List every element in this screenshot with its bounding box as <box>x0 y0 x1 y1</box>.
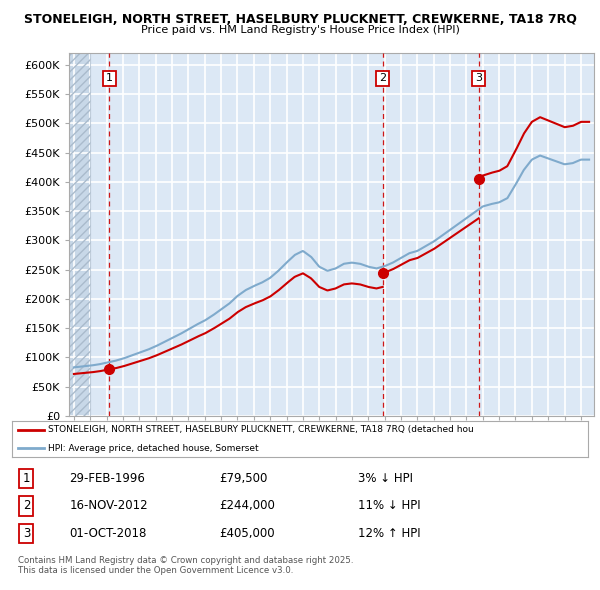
Text: £405,000: £405,000 <box>220 527 275 540</box>
Text: Price paid vs. HM Land Registry's House Price Index (HPI): Price paid vs. HM Land Registry's House … <box>140 25 460 35</box>
Bar <box>69 53 90 416</box>
Text: STONELEIGH, NORTH STREET, HASELBURY PLUCKNETT, CREWKERNE, TA18 7RQ (detached hou: STONELEIGH, NORTH STREET, HASELBURY PLUC… <box>48 425 473 434</box>
Text: 3: 3 <box>23 527 30 540</box>
Text: 2: 2 <box>379 74 386 84</box>
Text: 29-FEB-1996: 29-FEB-1996 <box>70 472 145 485</box>
Text: STONELEIGH, NORTH STREET, HASELBURY PLUCKNETT, CREWKERNE, TA18 7RQ: STONELEIGH, NORTH STREET, HASELBURY PLUC… <box>23 13 577 26</box>
Text: 01-OCT-2018: 01-OCT-2018 <box>70 527 147 540</box>
Text: 16-NOV-2012: 16-NOV-2012 <box>70 499 148 513</box>
Text: Contains HM Land Registry data © Crown copyright and database right 2025.
This d: Contains HM Land Registry data © Crown c… <box>18 556 353 575</box>
Text: 3: 3 <box>475 74 482 84</box>
Text: 12% ↑ HPI: 12% ↑ HPI <box>358 527 420 540</box>
Bar <box>69 53 90 416</box>
Text: £244,000: £244,000 <box>220 499 275 513</box>
Text: £79,500: £79,500 <box>220 472 268 485</box>
Text: 1: 1 <box>106 74 113 84</box>
Text: 3% ↓ HPI: 3% ↓ HPI <box>358 472 413 485</box>
Text: 2: 2 <box>23 499 30 513</box>
Text: 11% ↓ HPI: 11% ↓ HPI <box>358 499 420 513</box>
Text: 1: 1 <box>23 472 30 485</box>
Text: HPI: Average price, detached house, Somerset: HPI: Average price, detached house, Some… <box>48 444 259 453</box>
